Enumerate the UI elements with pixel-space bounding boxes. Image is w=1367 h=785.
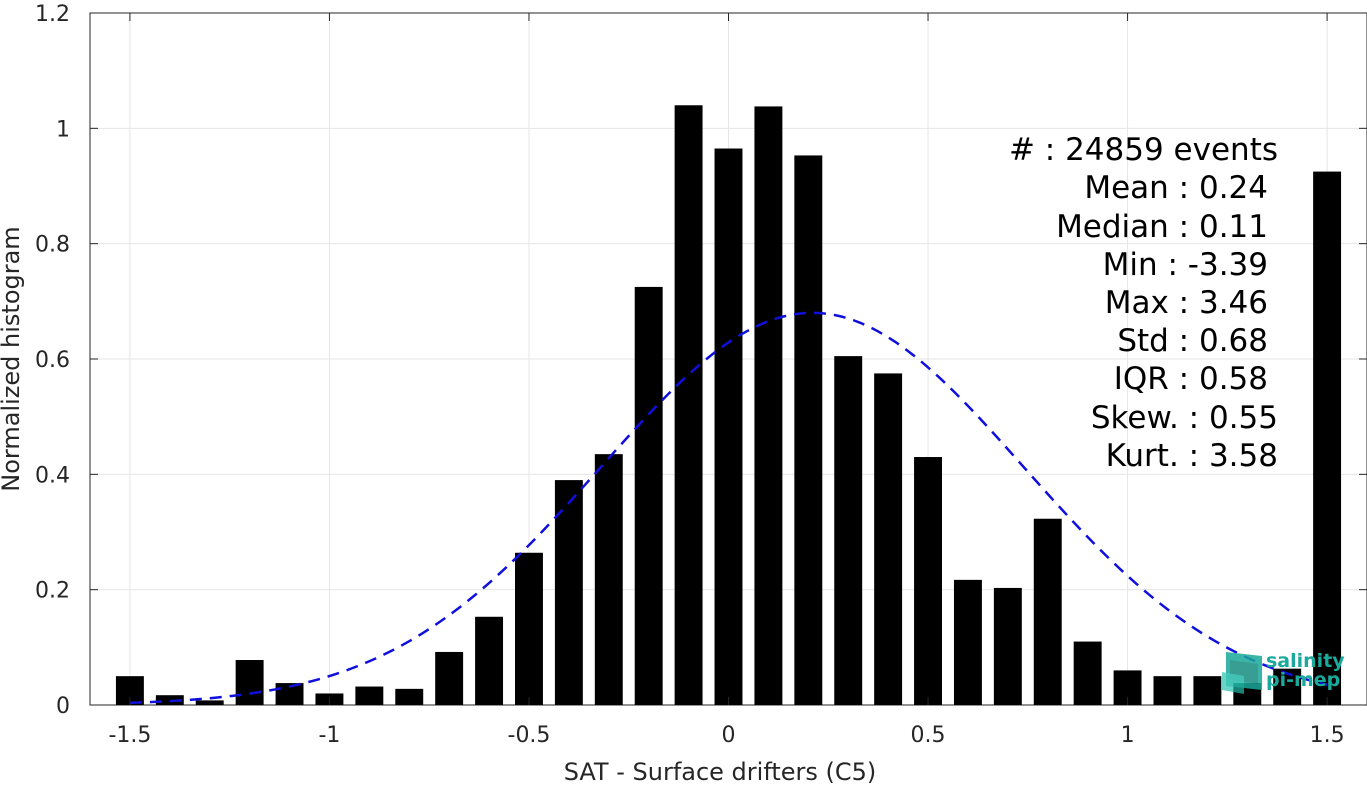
x-tick-label: -1.5 <box>108 723 151 748</box>
salinity-pimep-logo-icon <box>1222 652 1262 694</box>
histogram-bar <box>674 105 703 706</box>
stat-kurt: Kurt. : 3.58 <box>1106 438 1278 474</box>
stat-iqr: IQR : 0.58 <box>1114 361 1268 397</box>
bars <box>115 105 1342 706</box>
histogram-bar <box>435 651 464 705</box>
histogram-bar <box>355 686 384 705</box>
histogram-bar <box>634 286 663 705</box>
y-tick-label: 0.8 <box>35 233 70 258</box>
histogram-bar <box>953 579 982 705</box>
histogram-bar <box>594 454 623 705</box>
salinity-pimep-logo: salinity pi-mep <box>1222 650 1345 694</box>
logo-line2: pi-mep <box>1266 669 1340 691</box>
histogram-bar <box>195 700 224 705</box>
histogram-bar <box>1313 171 1342 706</box>
stat-std: Std : 0.68 <box>1117 323 1268 359</box>
histogram-bar <box>1033 518 1062 705</box>
histogram-bar <box>1073 641 1102 705</box>
x-tick-label: 1.5 <box>1310 723 1345 748</box>
histogram-bar <box>155 695 184 705</box>
stats-annotation: # : 24859 events Mean : 0.24 Median : 0.… <box>1009 132 1278 474</box>
histogram-bar <box>874 373 903 705</box>
x-tick-label: 0.5 <box>911 723 946 748</box>
stat-skew: Skew. : 0.55 <box>1091 400 1278 436</box>
stat-mean: Mean : 0.24 <box>1084 170 1268 206</box>
y-tick-labels: 0 0.2 0.4 0.6 0.8 1 1.2 <box>35 2 70 719</box>
histogram-bar <box>475 616 504 705</box>
stat-median: Median : 0.11 <box>1056 209 1268 245</box>
histogram-bar <box>275 683 304 705</box>
x-axis-label: SAT - Surface drifters (C5) <box>564 758 877 785</box>
histogram-bar <box>714 148 743 705</box>
normal-fit-curve <box>129 311 1328 705</box>
x-tick-label: -0.5 <box>508 723 551 748</box>
histogram-bar <box>914 457 942 705</box>
histogram-bar <box>834 356 863 705</box>
logo-line1: salinity <box>1266 650 1345 672</box>
x-tick-label: -1 <box>318 723 340 748</box>
histogram-bar <box>515 552 543 705</box>
y-axis-label: Normalized histogram <box>0 226 25 491</box>
y-tick-label: 0.4 <box>35 463 70 488</box>
x-tick-label: 1 <box>1121 723 1135 748</box>
x-tick-labels: -1.5 -1 -0.5 0 0.5 1 1.5 <box>108 723 1344 748</box>
stat-min: Min : -3.39 <box>1103 247 1268 283</box>
y-tick-label: 0 <box>56 694 70 719</box>
stat-max: Max : 3.46 <box>1105 285 1268 321</box>
histogram-bar <box>754 106 783 706</box>
x-tick-label: 0 <box>722 723 736 748</box>
y-tick-label: 0.2 <box>35 579 70 604</box>
ticks <box>90 12 1367 706</box>
histogram-bar <box>235 660 264 705</box>
histogram-bar <box>993 587 1022 705</box>
histogram-bar <box>1193 676 1222 705</box>
histogram-bar <box>1153 676 1182 705</box>
histogram-bar <box>395 688 424 705</box>
histogram-bar <box>554 480 583 705</box>
histogram-bar <box>794 155 823 706</box>
y-tick-label: 1.2 <box>35 2 70 27</box>
y-tick-label: 1 <box>56 117 70 142</box>
stat-events: # : 24859 events <box>1009 132 1278 168</box>
y-tick-label: 0.6 <box>35 348 70 373</box>
